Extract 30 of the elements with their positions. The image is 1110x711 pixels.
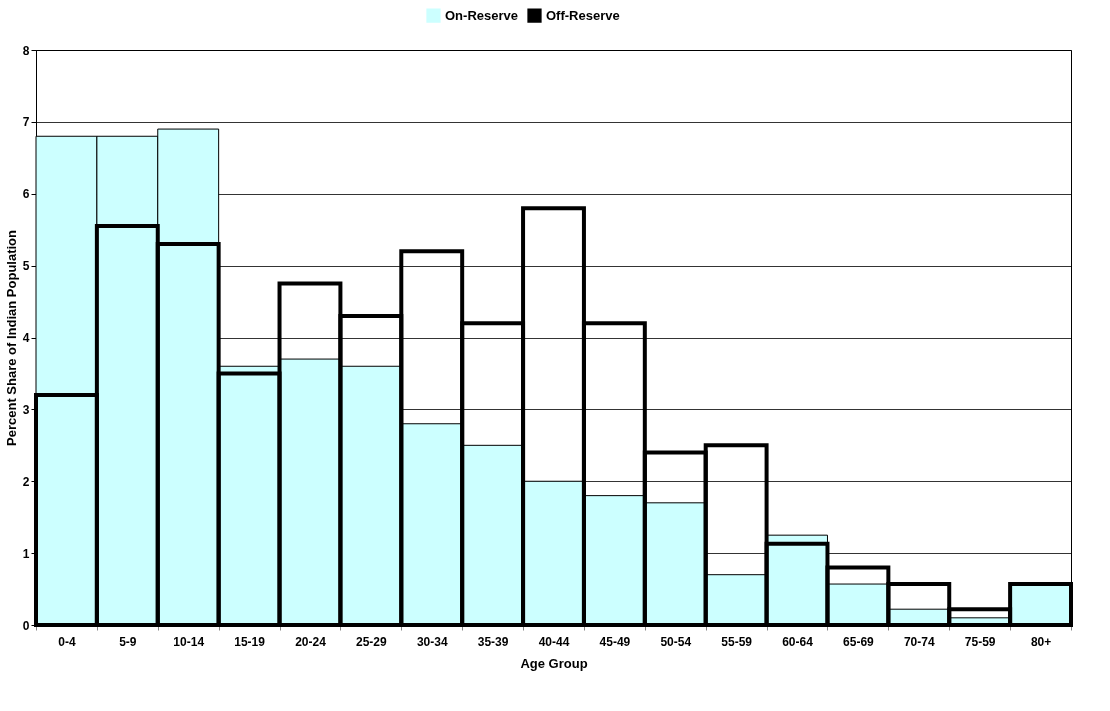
x-tick-label: 0-4: [58, 634, 76, 649]
x-tick-label: 70-74: [903, 634, 935, 649]
x-axis-title: Age Group: [520, 655, 588, 671]
x-tick-label: 10-14: [173, 634, 205, 649]
x-tick-label: 25-29: [356, 634, 388, 649]
x-tick-label: 20-24: [295, 634, 327, 649]
y-tick-label: 4: [22, 331, 30, 345]
x-tick-label: 5-9: [119, 634, 137, 649]
x-tick-label: 30-34: [416, 634, 448, 649]
x-tick-label: 75-59: [964, 634, 996, 649]
x-tick-label: 15-19: [234, 634, 266, 649]
legend-label: Off-Reserve: [546, 7, 620, 23]
x-tick-label: 80+: [1030, 634, 1052, 649]
x-tick-label: 65-69: [843, 634, 875, 649]
x-tick-label: 50-54: [660, 634, 692, 649]
y-tick-label: 5: [22, 259, 30, 274]
y-tick-label: 2: [22, 474, 30, 489]
y-tick-label: 1: [22, 546, 30, 561]
y-tick-label: 3: [22, 402, 30, 417]
y-tick-label: 6: [22, 187, 30, 202]
legend-label: On-Reserve: [445, 7, 518, 23]
x-tick-label: 40-44: [538, 634, 570, 649]
y-tick-label: 8: [22, 43, 30, 58]
x-tick-label: 55-59: [721, 634, 753, 649]
y-axis-title: Percent Share of Indian Population: [3, 229, 19, 446]
x-tick-label: 35-39: [477, 634, 509, 649]
x-tick-label: 45-49: [599, 634, 631, 649]
x-tick-label: 60-64: [782, 634, 814, 649]
y-tick-label: 7: [22, 115, 30, 130]
y-tick-label: 0: [22, 618, 30, 633]
